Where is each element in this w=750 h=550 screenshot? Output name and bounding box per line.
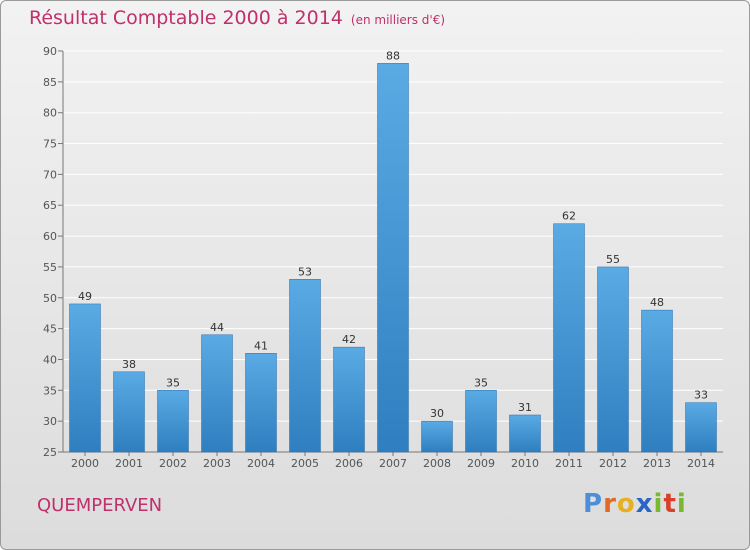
y-tick-label-70: 70 bbox=[43, 168, 57, 181]
bar-2000 bbox=[69, 303, 101, 453]
bar-2004 bbox=[245, 353, 277, 453]
value-label-2002: 35 bbox=[166, 376, 180, 389]
bars bbox=[69, 63, 717, 453]
commune-name: QUEMPERVEN bbox=[37, 495, 163, 516]
x-tick-label-2005: 2005 bbox=[291, 457, 319, 470]
y-tick-label-45: 45 bbox=[43, 323, 57, 336]
bar-2012 bbox=[597, 266, 629, 453]
value-label-2006: 42 bbox=[342, 333, 356, 346]
bar-2001 bbox=[113, 371, 145, 453]
y-tick-label-65: 65 bbox=[43, 199, 57, 212]
chart-title: Résultat Comptable 2000 à 2014 bbox=[29, 7, 343, 29]
chart-subtitle: (en milliers d'€) bbox=[350, 13, 446, 27]
value-label-2008: 30 bbox=[430, 407, 444, 420]
value-label-2005: 53 bbox=[298, 265, 312, 278]
x-tick-label-2003: 2003 bbox=[203, 457, 231, 470]
y-tick-label-90: 90 bbox=[43, 45, 57, 58]
value-label-2013: 48 bbox=[650, 296, 664, 309]
x-tick-label-2002: 2002 bbox=[159, 457, 187, 470]
value-label-2001: 38 bbox=[122, 358, 136, 371]
bar-2005 bbox=[289, 279, 321, 453]
bar-2003 bbox=[201, 334, 233, 453]
value-label-2014: 33 bbox=[694, 389, 708, 402]
y-tick-label-25: 25 bbox=[43, 446, 57, 459]
x-tick-label-2000: 2000 bbox=[71, 457, 99, 470]
value-label-2012: 55 bbox=[606, 253, 620, 266]
x-tick-label-2012: 2012 bbox=[599, 457, 627, 470]
value-label-2009: 35 bbox=[474, 376, 488, 389]
x-tick-label-2009: 2009 bbox=[467, 457, 495, 470]
chart-title-group: Résultat Comptable 2000 à 2014 (en millie… bbox=[29, 7, 445, 29]
value-labels: 49 38 35 44 41 53 42 88 30 35 31 62 55 48 33 bbox=[78, 49, 708, 420]
bar-2014 bbox=[685, 402, 717, 453]
bar-2013 bbox=[641, 309, 673, 453]
y-tick-label-85: 85 bbox=[43, 76, 57, 89]
value-label-2007: 88 bbox=[386, 49, 400, 62]
x-tick-label-2010: 2010 bbox=[511, 457, 539, 470]
y-tick-label-50: 50 bbox=[43, 292, 57, 305]
value-label-2010: 31 bbox=[518, 401, 532, 414]
bar-2009 bbox=[465, 390, 497, 453]
x-tick-label-2011: 2011 bbox=[555, 457, 583, 470]
x-tick-label-2004: 2004 bbox=[247, 457, 275, 470]
x-tick-label-2014: 2014 bbox=[687, 457, 715, 470]
y-tick-label-30: 30 bbox=[43, 415, 57, 428]
x-tick-label-2013: 2013 bbox=[643, 457, 671, 470]
y-tick-label-75: 75 bbox=[43, 138, 57, 151]
y-tick-label-40: 40 bbox=[43, 353, 57, 366]
value-label-2003: 44 bbox=[210, 321, 224, 334]
proxiti-logo: Proxiti bbox=[583, 489, 687, 519]
value-label-2004: 41 bbox=[254, 339, 268, 352]
x-tick-label-2006: 2006 bbox=[335, 457, 363, 470]
bar-2011 bbox=[553, 223, 585, 453]
bar-2010 bbox=[509, 414, 541, 453]
y-tick-label-35: 35 bbox=[43, 384, 57, 397]
bar-2006 bbox=[333, 346, 365, 453]
x-tick-label-2007: 2007 bbox=[379, 457, 407, 470]
x-tick-label-2008: 2008 bbox=[423, 457, 451, 470]
value-label-2011: 62 bbox=[562, 210, 576, 223]
bar-2007 bbox=[377, 63, 409, 453]
bar-2002 bbox=[157, 390, 189, 453]
x-tick-label-2001: 2001 bbox=[115, 457, 143, 470]
bar-2008 bbox=[421, 420, 453, 453]
y-tick-label-80: 80 bbox=[43, 107, 57, 120]
value-label-2000: 49 bbox=[78, 290, 92, 303]
y-tick-label-60: 60 bbox=[43, 230, 57, 243]
y-tick-label-55: 55 bbox=[43, 261, 57, 274]
